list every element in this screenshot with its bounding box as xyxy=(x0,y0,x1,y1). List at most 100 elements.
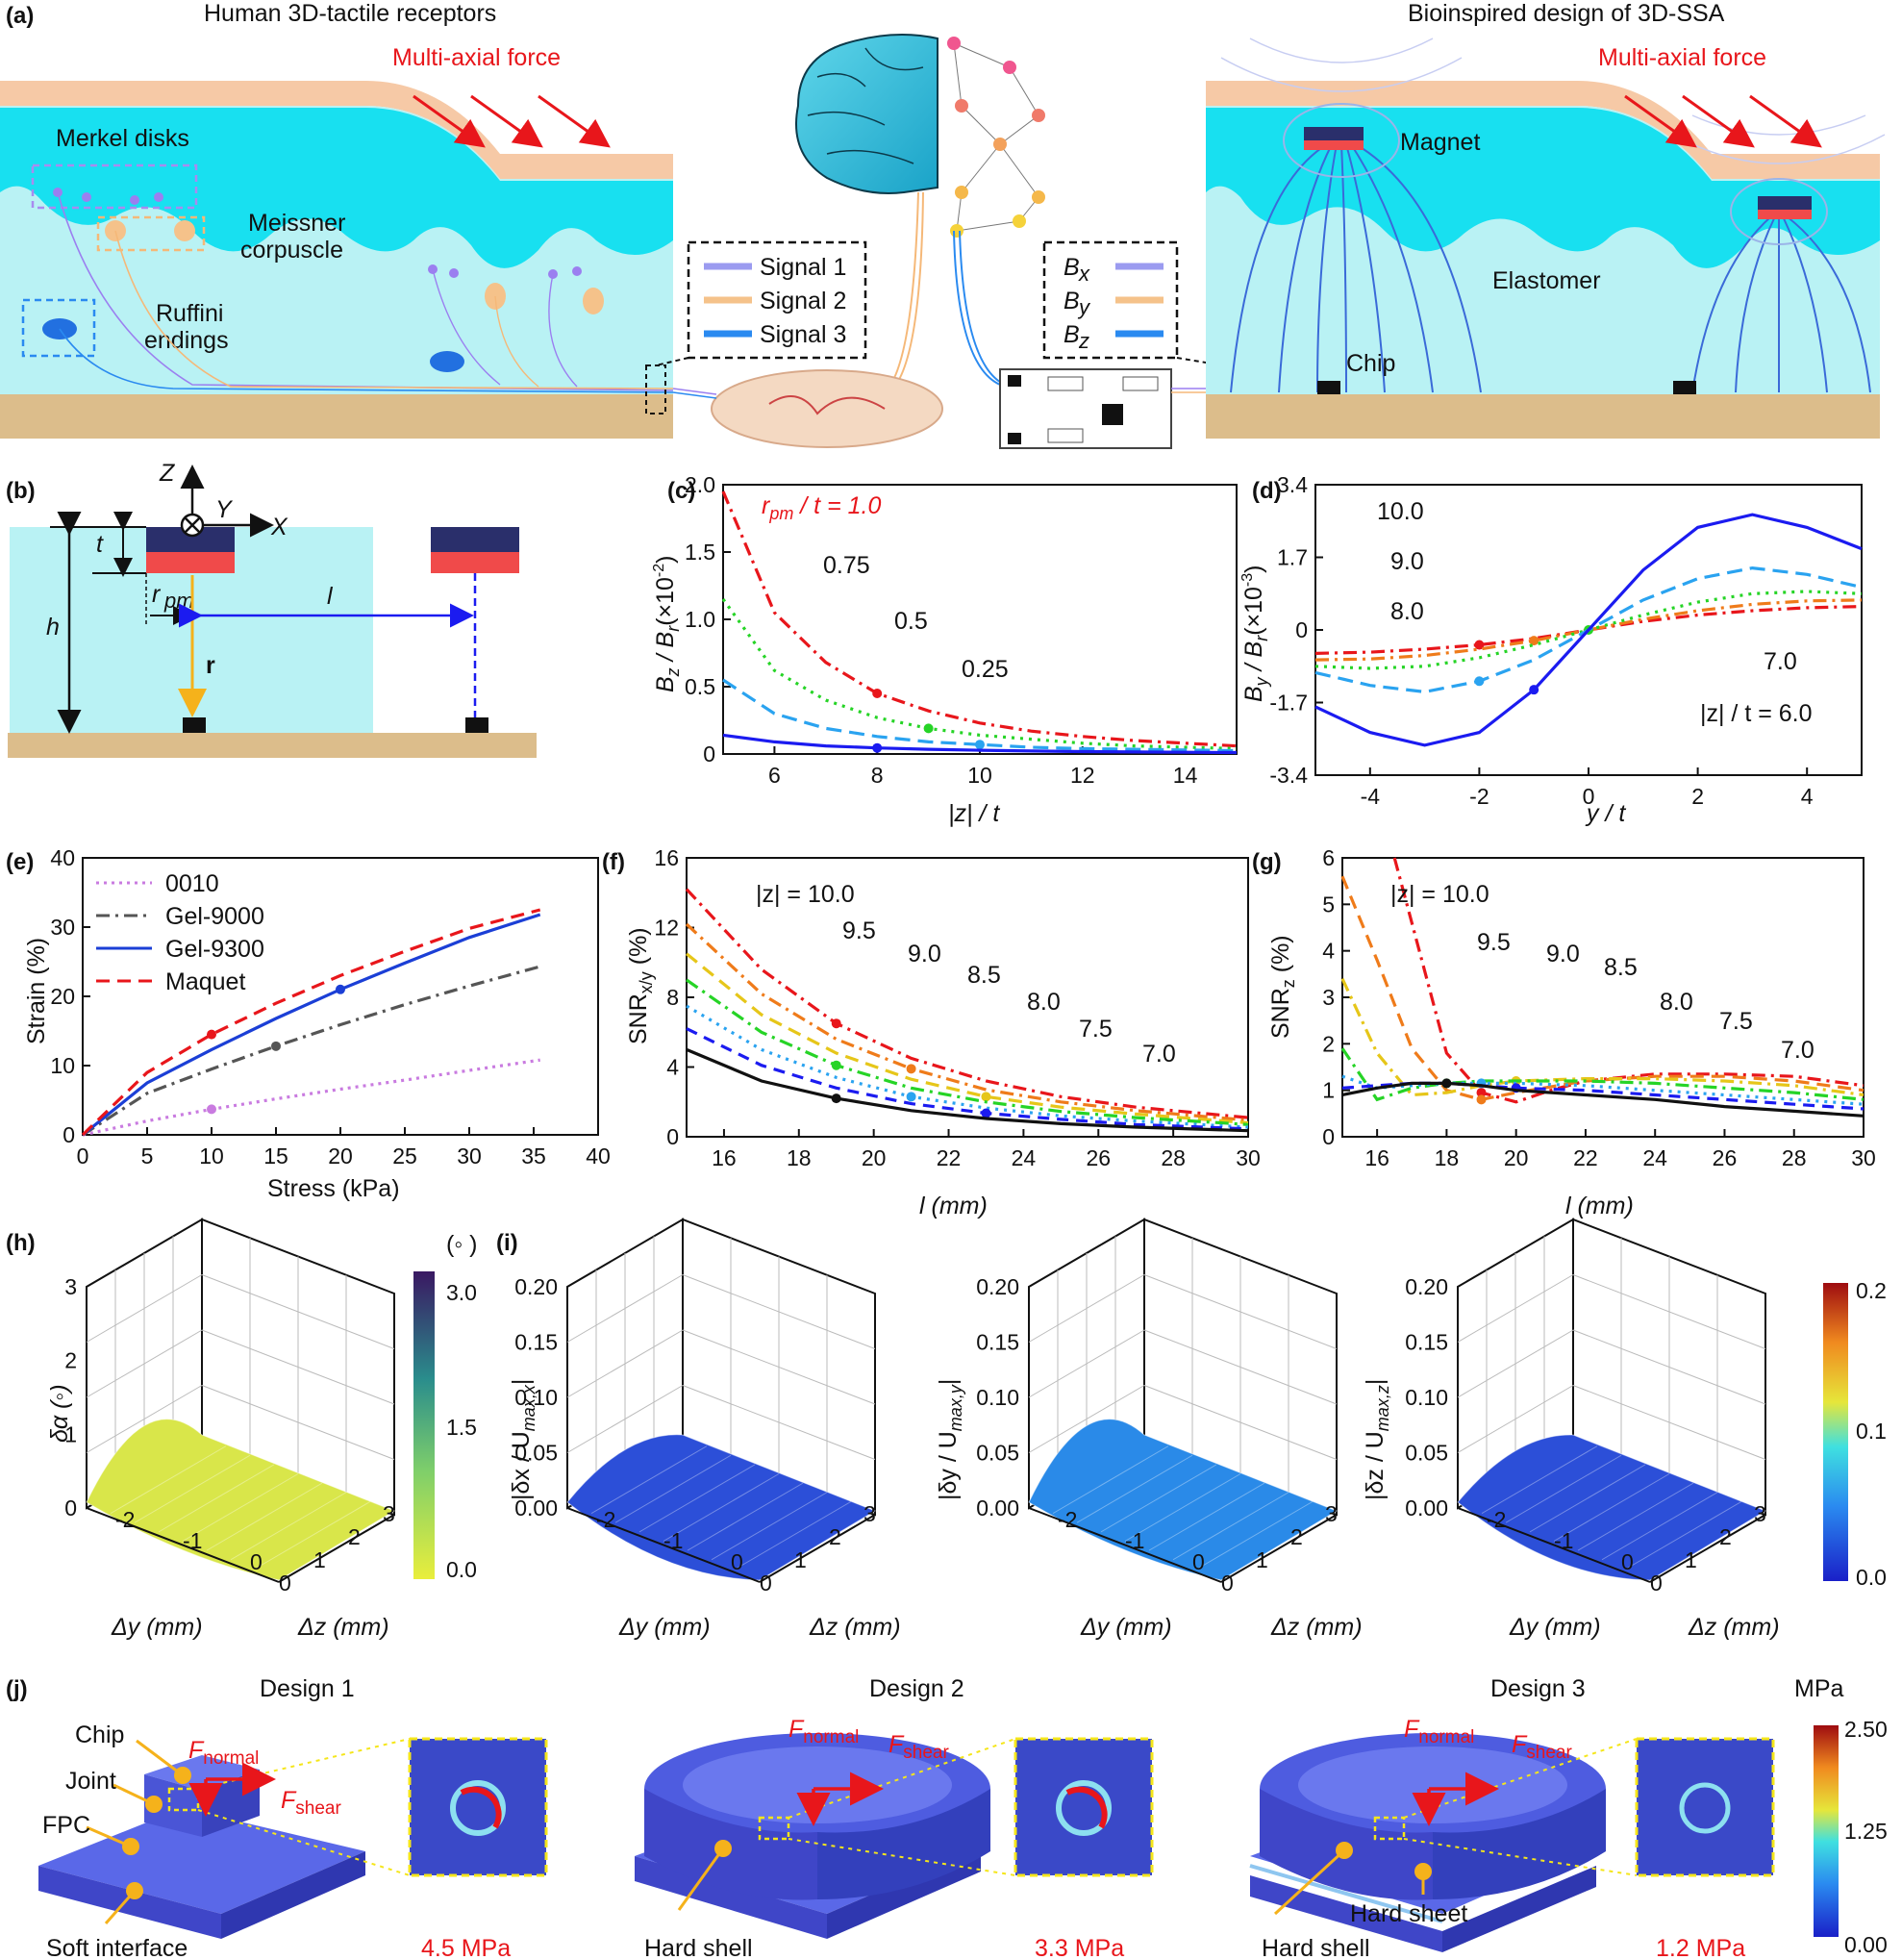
j3-fnormal: Fnormal xyxy=(1404,1716,1474,1747)
i-box-z-ztick-label: 0.15 xyxy=(1405,1330,1448,1355)
panel-a-label: (a) xyxy=(6,3,34,29)
chart-f-marker-3 xyxy=(831,1060,841,1070)
nerve-right xyxy=(953,230,1006,386)
chart-c-ytick-label: 1.0 xyxy=(685,607,715,632)
h-box-ztick-label: 0 xyxy=(64,1495,77,1520)
chart-f-xtick-label: 30 xyxy=(1236,1145,1261,1170)
box-3-xtick-label: 0 xyxy=(1621,1549,1634,1574)
h-box-ztick-label: 2 xyxy=(64,1348,77,1373)
f-ann-9: 9.0 xyxy=(908,941,941,967)
z-label: Z xyxy=(159,460,175,487)
h-zlabel: δα (◦) xyxy=(46,1384,73,1443)
signal-1-label: Signal 1 xyxy=(760,254,846,281)
panel-h-labels: (h) δα (◦) Δy (mm) Δz (mm) (◦ ) 3.0 1.5 … xyxy=(6,1230,477,1641)
chart-g-series-2 xyxy=(1340,978,1864,1097)
d-ann-8: 8.0 xyxy=(1390,598,1424,625)
meissner-label-1: Meissner xyxy=(248,210,345,237)
chart-d-marker-3 xyxy=(1474,676,1485,687)
e-legend-0010: 0010 xyxy=(165,870,219,897)
f-ann-10: |z| = 10.0 xyxy=(756,881,855,908)
chart-e-series-3 xyxy=(81,908,541,1137)
meissner-box xyxy=(96,215,206,252)
panel-f-labels: (f) SNRx/y (%) l (mm) |z| = 10.0 9.5 9.0… xyxy=(602,849,1176,1219)
ruffini-box xyxy=(21,298,96,358)
d-ann-7: 7.0 xyxy=(1764,648,1797,675)
panel-g-labels: (g) SNRz (%) l (mm) |z| = 10.0 9.5 9.0 8… xyxy=(1252,849,1814,1219)
skin-left xyxy=(0,81,673,439)
chart-d-xtick-label: 4 xyxy=(1801,784,1814,809)
chart-d-xtick-label: 2 xyxy=(1691,784,1704,809)
nerve-left xyxy=(884,191,924,393)
chart-f-ytick-label: 12 xyxy=(654,916,679,941)
brain-illustration xyxy=(795,34,938,194)
chart-e-marker-1 xyxy=(271,1041,281,1051)
h-box-ztick-label: 3 xyxy=(64,1274,77,1299)
spinal-cord-section xyxy=(711,369,943,448)
e-ylabel: Strain (%) xyxy=(23,938,50,1044)
chart-f-series-3 xyxy=(686,978,1249,1126)
design-1-title: Design 1 xyxy=(260,1675,355,1702)
chart-f-xtick-label: 28 xyxy=(1161,1145,1186,1170)
stress-3: 1.2 MPa xyxy=(1656,1935,1745,1960)
box-2-ytick-label: 2 xyxy=(1290,1524,1303,1549)
i-box-x: 0.00 0.05 0.10 0.15 0.20 xyxy=(514,1218,877,1583)
chart-c-ytick-label: 1.5 xyxy=(685,540,715,565)
stress-2: 3.3 MPa xyxy=(1035,1935,1124,1960)
chart-g-series-0 xyxy=(1392,857,1864,1104)
chart-f-xtick-label: 16 xyxy=(712,1145,737,1170)
chart-e-ytick-label: 0 xyxy=(63,1122,75,1147)
j-joint-label: Joint xyxy=(65,1768,116,1795)
box-2-ytick-label: 1 xyxy=(1256,1547,1268,1572)
i-ylabel-1: Δz (mm) xyxy=(809,1614,901,1641)
design-2-model xyxy=(635,1733,990,1939)
box-1-xtick-label: -1 xyxy=(663,1528,683,1553)
i-zlabel-y: |δy / Umax,y| xyxy=(935,1379,965,1500)
magnet-2 xyxy=(1758,196,1812,219)
chart-f-series-1 xyxy=(685,922,1249,1122)
chart-f-xtick-label: 22 xyxy=(937,1145,962,1170)
chart-g-ytick-label: 5 xyxy=(1322,892,1335,917)
panel-b-label: (b) xyxy=(6,478,36,504)
i-box-y-ztick-label: 0.10 xyxy=(976,1385,1019,1410)
elastomer-label: Elastomer xyxy=(1492,267,1601,294)
g-ann-85: 8.5 xyxy=(1604,954,1638,981)
signal-2-label: Signal 2 xyxy=(760,288,846,314)
chart-g-xtick-label: 24 xyxy=(1642,1145,1667,1170)
d-ann-6: |z| / t = 6.0 xyxy=(1700,700,1813,727)
i-cbar-min: 0.0 xyxy=(1856,1565,1887,1590)
title-right: Bioinspired design of 3D-SSA xyxy=(1408,0,1725,27)
chart-g-ytick-label: 2 xyxy=(1322,1031,1335,1056)
chart-e-marker-0 xyxy=(207,1104,216,1115)
panel-d-labels: (d) By / Br(×10-3) y / t 10.0 9.0 8.0 7.… xyxy=(1239,478,1813,827)
rpm-sub: pm xyxy=(163,589,194,613)
i-xlabel-3: Δy (mm) xyxy=(1509,1614,1601,1641)
chart-e-xtick-label: 10 xyxy=(199,1143,224,1168)
box-3-ytick-label: 1 xyxy=(1685,1547,1697,1572)
chart-f-marker-6 xyxy=(831,1093,841,1104)
i-box-z-ztick-label: 0.05 xyxy=(1405,1441,1448,1466)
h-box-ztick-label: 1 xyxy=(64,1421,77,1446)
box-1-ytick-label: 3 xyxy=(863,1501,876,1526)
i-box-y-ztick-label: 0.05 xyxy=(976,1441,1019,1466)
chart-c-series-3 xyxy=(722,733,1238,755)
i-box-x-ztick-label: 0.15 xyxy=(514,1330,558,1355)
chart-c-xtick-label: 8 xyxy=(871,763,884,788)
chart-g-ytick-label: 4 xyxy=(1322,939,1335,964)
chart-d-series-0 xyxy=(1314,605,1863,655)
chart-e-frame xyxy=(82,857,599,1136)
design-2-title: Design 2 xyxy=(869,1675,964,1702)
chart-e-xtick-label: 35 xyxy=(521,1143,546,1168)
i-ylabel-2: Δz (mm) xyxy=(1270,1614,1363,1641)
box-1-ytick-label: 0 xyxy=(760,1571,772,1596)
chart-c-frame xyxy=(722,484,1238,755)
g-ann-8: 8.0 xyxy=(1660,989,1693,1016)
e-legend-gel9300: Gel-9300 xyxy=(165,936,264,963)
f-ann-8: 8.0 xyxy=(1027,989,1061,1016)
i-box-x-surface xyxy=(566,1434,877,1581)
i-box-x-ztick-label: 0.10 xyxy=(514,1385,558,1410)
i-box-z-ztick-label: 0.20 xyxy=(1405,1274,1448,1299)
chart-c: 6 8 10 12 14 0 0.5 1.0 1.5 2.0 xyxy=(685,472,1238,788)
i-box-x-ztick-label: 0.00 xyxy=(514,1495,558,1520)
g-ann-9: 9.0 xyxy=(1546,941,1580,967)
chip-1 xyxy=(1317,381,1340,394)
